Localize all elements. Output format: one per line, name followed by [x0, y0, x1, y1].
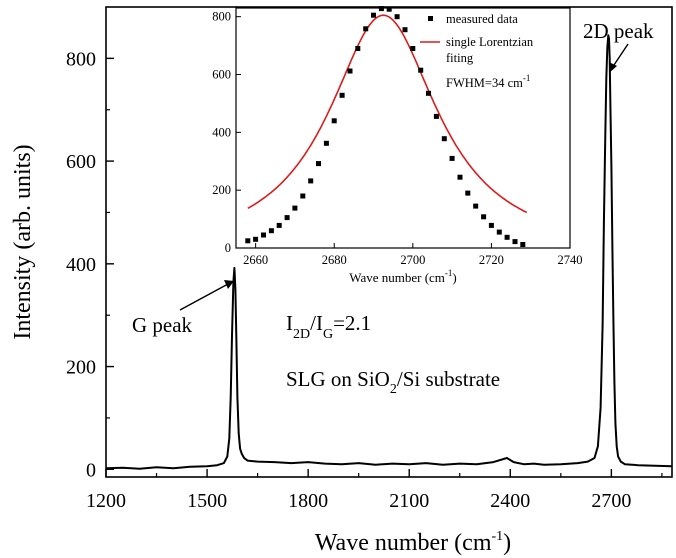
- measured-data-point: [496, 229, 502, 235]
- inset-x-tick-label: 2660: [243, 253, 268, 267]
- inset-chart: 2660 2680 2700 2720 2740 0 200 400 600 800 measur…: [212, 6, 583, 285]
- fwhm-label-text: FWHM=34 cm: [446, 76, 523, 90]
- inset-background: [236, 8, 570, 248]
- measured-data-point: [371, 12, 376, 18]
- measured-data-point: [331, 118, 337, 124]
- measured-data-point: [449, 155, 455, 161]
- fwhm-label-sup: -1: [523, 73, 531, 83]
- measured-data-point: [473, 203, 479, 209]
- annotation-g-peak: G peak: [132, 313, 193, 337]
- sample-label-end: /Si substrate: [397, 367, 500, 391]
- measured-data-point: [418, 67, 424, 73]
- legend-measured-marker: [428, 16, 433, 21]
- main-y-tick-label: 400: [66, 254, 96, 276]
- legend-measured-label: measured data: [446, 12, 518, 26]
- inset-plot-frame: [235, 7, 571, 249]
- ratio-i: I: [286, 311, 293, 335]
- legend-fit-label-line2: fiting: [446, 51, 474, 65]
- ratio-sub-g: G: [323, 327, 333, 342]
- arrow-2d-peak-shaft: [611, 43, 629, 69]
- ratio-value: =2.1: [333, 311, 371, 335]
- fwhm-label: FWHM=34 cm-1: [446, 73, 530, 90]
- inset-y-tick-label: 600: [212, 68, 231, 82]
- measured-data-point: [363, 26, 369, 32]
- measured-data-point: [394, 14, 400, 20]
- measured-data-point: [465, 190, 471, 196]
- main-y-tick-label: 200: [66, 357, 96, 379]
- measured-data-point: [488, 222, 494, 228]
- inset-x-tick-label: 2680: [322, 253, 347, 267]
- measured-data-point: [292, 205, 298, 211]
- measured-data-points: [245, 6, 526, 247]
- measured-data-point: [520, 242, 526, 247]
- main-y-tick-label: 800: [66, 48, 96, 70]
- inset-y-tick-label: 400: [212, 125, 231, 139]
- measured-data-point: [308, 178, 314, 184]
- measured-data-point: [339, 92, 345, 98]
- measured-data-point: [261, 232, 266, 238]
- lorentzian-fit-line: [247, 14, 528, 214]
- inset-x-tick-label: 2740: [558, 253, 583, 267]
- measured-data-point: [284, 215, 290, 221]
- main-x-tick-label: 2700: [591, 490, 631, 512]
- main-spectrum-line: [105, 34, 673, 470]
- inset-x-axis-title-end: ): [452, 270, 456, 285]
- inset-y-tick-label: 800: [212, 10, 231, 24]
- inset-x-axis-title-sup: -1: [445, 268, 453, 278]
- inset-x-tick-label: 2700: [400, 253, 425, 267]
- intensity-ratio-label: I2D/IG=2.1: [286, 311, 371, 342]
- annotation-2d-peak: 2D peak: [583, 19, 654, 43]
- sample-label: SLG on SiO2/Si substrate: [286, 367, 500, 397]
- main-x-axis-title: Wave number (cm-1): [315, 529, 511, 556]
- inset-x-axis-title-text: Wave number (cm: [349, 270, 445, 285]
- measured-data-point: [323, 140, 329, 146]
- measured-data-point: [481, 214, 487, 220]
- measured-data-point: [355, 46, 361, 51]
- measured-data-point: [316, 161, 321, 167]
- sample-label-sub: 2: [390, 382, 397, 397]
- sample-label-start: SLG on SiO: [286, 367, 390, 391]
- main-x-tick-label: 1200: [86, 490, 126, 512]
- arrow-g-peak-head: [224, 280, 234, 289]
- main-y-tick-label: 600: [66, 151, 96, 173]
- measured-data-point: [457, 174, 463, 180]
- measured-data-point: [347, 68, 353, 74]
- measured-data-point: [386, 6, 392, 12]
- ratio-slash-i: /I: [310, 311, 323, 335]
- main-x-axis-title-end: ): [503, 530, 511, 556]
- measured-data-point: [245, 238, 251, 244]
- arrow-2d-peak-head: [609, 62, 617, 73]
- main-x-tick-label: 2400: [490, 490, 530, 512]
- main-x-axis-title-text: Wave number (cm: [315, 530, 492, 556]
- measured-data-point: [504, 234, 510, 240]
- measured-data-point: [512, 239, 518, 245]
- main-x-axis-title-sup: -1: [492, 529, 504, 544]
- inset-y-tick-label: 200: [212, 183, 231, 197]
- measured-data-point: [300, 193, 306, 199]
- inset-y-tick-label: 0: [225, 241, 231, 255]
- measured-data-point: [410, 46, 416, 51]
- measured-data-point: [441, 136, 447, 142]
- main-y-tick-label: 0: [86, 459, 96, 481]
- measured-data-point: [276, 222, 282, 228]
- measured-data-point: [433, 113, 439, 119]
- main-x-tick-label: 2100: [389, 490, 429, 512]
- inset-x-tick-label: 2720: [479, 253, 504, 267]
- main-x-tick-label: 1800: [288, 490, 328, 512]
- measured-data-point: [268, 228, 274, 234]
- inset-ticks: 2660 2680 2700 2720 2740 0 200 400 600 800: [212, 10, 582, 267]
- measured-data-point: [426, 90, 431, 96]
- measured-data-point: [253, 236, 259, 242]
- legend-fit-label: single Lorentzian: [446, 35, 534, 49]
- ratio-sub-2d: 2D: [293, 327, 310, 342]
- measured-data-point: [402, 27, 408, 33]
- main-x-tick-label: 1500: [187, 490, 227, 512]
- inset-x-axis-title: Wave number (cm-1): [349, 268, 457, 285]
- arrow-g-peak-shaft: [179, 283, 229, 311]
- main-y-axis-title: Intensity (arb. units): [10, 144, 36, 339]
